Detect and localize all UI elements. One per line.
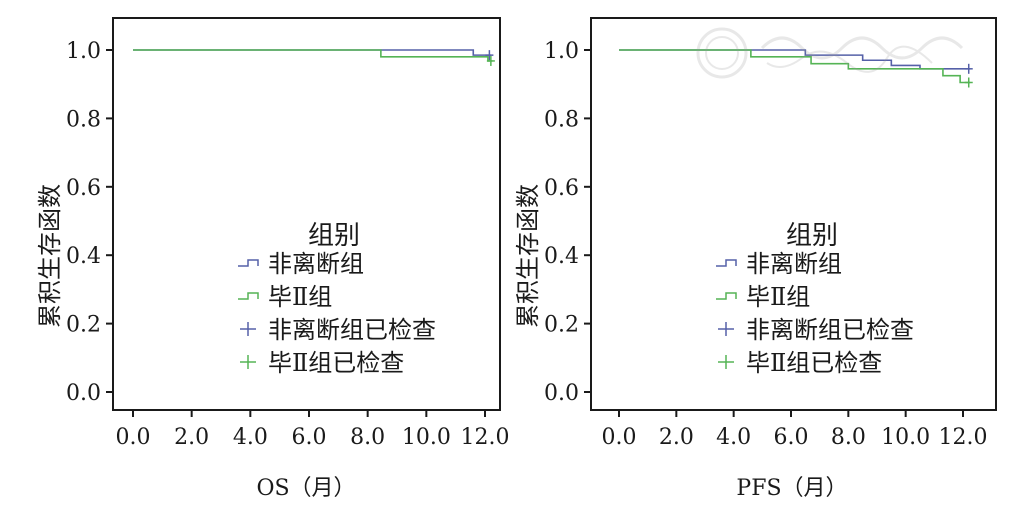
y-tick-label: 0.2 — [544, 313, 579, 338]
x-tick-label: 8.0 — [350, 425, 385, 450]
axis-ticks: 0.0 2.0 4.0 6.0 8.0 10.0 12.0 0.0 0.2 0.4 0.6 0.8 1.… — [66, 39, 509, 450]
x-tick-label: 10.0 — [402, 425, 451, 450]
pfs-chart: 累积生存函数 PFS（月） 0.0 2.0 4.0 6.0 8.0 10.0 12.00.0… — [514, 17, 997, 501]
legend-item-label: 非离断组已检查 — [268, 316, 436, 344]
legend-step-icon — [238, 259, 259, 267]
x-axis-label: PFS（月） — [736, 476, 847, 501]
legend-title: 组别 — [308, 221, 360, 251]
axis-ticks: 0.0 2.0 4.0 6.0 8.0 10.0 12.0 0.0 0.2 0.4 0.6 0.8 1.… — [544, 39, 987, 450]
x-tick-label: 2.0 — [659, 425, 694, 450]
y-tick-label: 0.8 — [66, 107, 101, 132]
y-tick-label: 0.0 — [544, 381, 579, 406]
plot-frame — [590, 17, 997, 411]
y-tick-label: 0.0 — [66, 381, 101, 406]
x-tick-label: 12.0 — [939, 425, 988, 450]
y-axis-label: 累积生存函数 — [36, 184, 64, 328]
y-axis-label: 累积生存函数 — [514, 184, 542, 328]
x-tick-label: 6.0 — [292, 425, 327, 450]
x-tick-label: 0.0 — [116, 425, 151, 450]
y-tick-label: 0.6 — [544, 176, 579, 201]
legend-item-label: 毕Ⅱ组已检查 — [268, 349, 404, 377]
x-tick-label: 8.0 — [831, 425, 866, 450]
x-tick-label: 4.0 — [233, 425, 268, 450]
legend-item: 毕Ⅱ组 — [238, 283, 332, 311]
survival-curves — [619, 49, 973, 88]
legend-item: 非离断组 — [238, 250, 364, 278]
legend-item: 毕Ⅱ组已检查 — [718, 349, 882, 377]
survival-step-line — [619, 49, 971, 70]
survival-step-line — [133, 49, 493, 62]
legend-item: 非离断组 — [716, 250, 842, 278]
y-tick-label: 1.0 — [66, 39, 101, 64]
legend-step-icon — [238, 292, 259, 300]
legend-item-label: 毕Ⅱ组已检查 — [746, 349, 882, 377]
censor-mark — [486, 55, 495, 66]
legend-item-label: 非离断组已检查 — [746, 316, 914, 344]
legend-item: 非离断组已检查 — [718, 316, 914, 344]
os-chart: 累积生存函数 OS（月） 0.0 2.0 4.0 6.0 8.0 10.0 12.00.00… — [36, 17, 509, 501]
legend-item: 毕Ⅱ组 — [716, 283, 810, 311]
x-tick-label: 0.0 — [602, 425, 637, 450]
legend-item: 毕Ⅱ组已检查 — [240, 349, 404, 377]
legend-step-icon — [716, 259, 737, 267]
x-tick-label: 4.0 — [716, 425, 751, 450]
y-tick-label: 0.6 — [66, 176, 101, 201]
y-tick-label: 1.0 — [544, 39, 579, 64]
survival-curves — [133, 49, 495, 66]
legend-title: 组别 — [786, 221, 838, 251]
y-tick-label: 0.4 — [544, 244, 579, 269]
x-axis-label: OS（月） — [256, 476, 355, 501]
plot-frame — [112, 17, 501, 411]
legend-step-icon — [716, 292, 737, 300]
censor-mark — [964, 63, 973, 74]
legend-item: 非离断组已检查 — [240, 316, 436, 344]
legend-item-label: 毕Ⅱ组 — [268, 283, 332, 311]
x-tick-label: 12.0 — [461, 425, 510, 450]
x-tick-label: 10.0 — [881, 425, 930, 450]
legend-item-label: 非离断组 — [746, 250, 842, 278]
censor-mark — [964, 77, 973, 88]
x-tick-label: 2.0 — [174, 425, 209, 450]
censor-mark — [485, 50, 494, 61]
y-tick-label: 0.4 — [66, 244, 101, 269]
y-tick-label: 0.2 — [66, 313, 101, 338]
x-tick-label: 6.0 — [774, 425, 809, 450]
legend-item-label: 毕Ⅱ组 — [746, 283, 810, 311]
legend-item-label: 非离断组 — [268, 250, 364, 278]
y-tick-label: 0.8 — [544, 107, 579, 132]
survival-step-line — [619, 49, 971, 84]
